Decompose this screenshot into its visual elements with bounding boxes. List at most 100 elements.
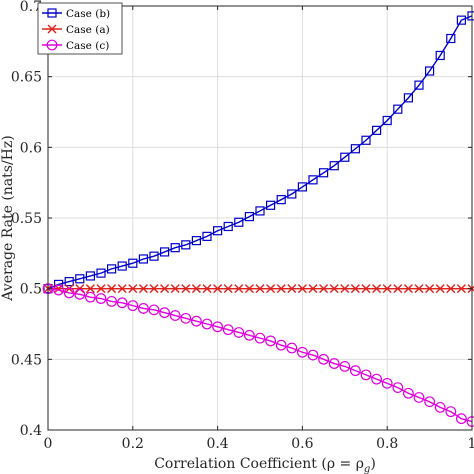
data-point-case-b [191,236,201,246]
data-point-case-a-stroke [75,284,85,294]
legend-label-case-b: Case (b) [66,8,110,20]
grid-lines [47,5,473,431]
data-point-case-a-stroke [117,284,127,294]
data-point-case-b [138,254,148,264]
data-point-case-a-stroke [425,284,435,294]
data-point-case-b [106,264,117,274]
data-point-case-a-stroke [456,284,466,294]
series-line-case-c [47,287,473,423]
data-point-case-b [117,261,127,271]
series-line-case-b [47,15,473,290]
data-point-case-b [255,206,265,216]
data-point-case-a [96,284,106,294]
data-point-case-a-stroke [340,284,350,294]
data-point-case-c [371,373,383,385]
data-point-case-a [414,284,424,294]
data-point-case-b [128,258,138,268]
data-point-case-c [318,353,330,365]
data-point-case-c [201,318,213,330]
data-point-case-c [222,324,234,336]
x-tick-label: 0 [44,436,53,452]
data-point-case-c [95,293,107,304]
data-point-case-b [329,161,339,171]
data-point-case-c [74,288,86,300]
data-point-case-a-stroke [393,284,403,294]
data-point-case-b [266,200,276,210]
data-point-case-a [425,284,435,294]
x-tick-label: 0.6 [291,436,313,452]
x-tick-label: 0.4 [206,436,228,452]
data-point-case-a [382,284,392,294]
data-point-case-a-stroke [128,284,138,294]
legend-item-case-a: Case (a) [42,24,110,36]
data-point-case-b [403,93,413,103]
data-point-case-c [381,377,393,389]
data-point-case-a [85,284,95,294]
data-point-case-b [64,277,74,287]
x-axis-title: Correlation Coefficient (ρ = ρg) [154,456,376,474]
data-point-case-a [361,284,371,294]
data-point-case-c [137,303,149,314]
data-point-case-a [244,284,254,294]
data-point-case-a-stroke [382,284,392,294]
data-point-case-c [243,329,255,341]
data-point-case-a-stroke [234,284,244,294]
data-point-case-c [84,291,96,303]
data-point-case-a-stroke [170,284,180,294]
legend-marker-case-b [47,8,57,18]
legend-marker-case-a-stroke [47,24,57,34]
data-point-case-a [266,284,276,294]
y-axis-title: Average Rate (nats/Hz) [0,135,16,301]
data-point-case-b [160,247,170,257]
data-point-case-a [138,284,148,294]
data-point-case-c [190,315,202,327]
data-point-case-a-stroke [107,284,117,294]
data-point-case-b [340,152,350,162]
y-tick-label: 0.45 [11,352,42,368]
data-point-case-c [116,297,128,309]
data-point-case-c [275,339,287,351]
legend-label-case-a: Case (a) [66,24,110,36]
data-point-case-c [286,342,298,354]
data-point-case-c [53,284,64,296]
x-axis-title-subscript: g [364,464,370,474]
data-point-case-a-stroke [149,284,159,294]
data-point-case-c [413,392,425,403]
data-point-case-a [213,284,223,294]
data-point-case-a [128,284,138,294]
data-point-case-b [223,221,233,232]
y-tick-label: 0.4 [20,423,42,439]
data-point-case-a-stroke [181,284,191,294]
data-point-case-b [213,226,223,236]
data-point-case-a-stroke [138,284,148,294]
data-point-case-a-stroke [372,284,382,294]
data-point-case-b [361,135,371,145]
data-point-case-a [181,284,191,294]
data-point-case-b [319,168,329,178]
data-point-case-a-stroke [361,284,371,294]
data-point-case-c [360,369,372,381]
y-tick-label: 0.5 [20,282,42,298]
data-point-case-a [329,284,339,294]
data-point-case-a-stroke [266,284,276,294]
data-point-case-a [255,284,265,294]
data-point-case-c [434,401,446,413]
y-tick-label: 0.55 [11,211,42,227]
legend: Case (b) Case (a) Case (c) [37,2,123,55]
data-point-case-a [287,284,297,294]
data-point-case-a [393,284,403,294]
series-case-c [42,283,474,427]
data-point-case-a [107,284,117,294]
data-point-case-a-stroke [297,284,307,294]
tick-marks [47,5,473,431]
data-point-case-c [456,413,467,425]
data-point-case-a-stroke [96,284,106,294]
data-point-case-c [180,312,192,324]
x-tick-label: 0.8 [376,436,398,452]
data-point-case-a-stroke [244,284,254,294]
data-point-case-a-stroke [213,284,223,294]
data-point-case-b [308,175,318,185]
data-point-case-a [308,284,318,294]
data-point-case-a [446,284,456,294]
data-point-case-a-stroke [319,284,329,294]
